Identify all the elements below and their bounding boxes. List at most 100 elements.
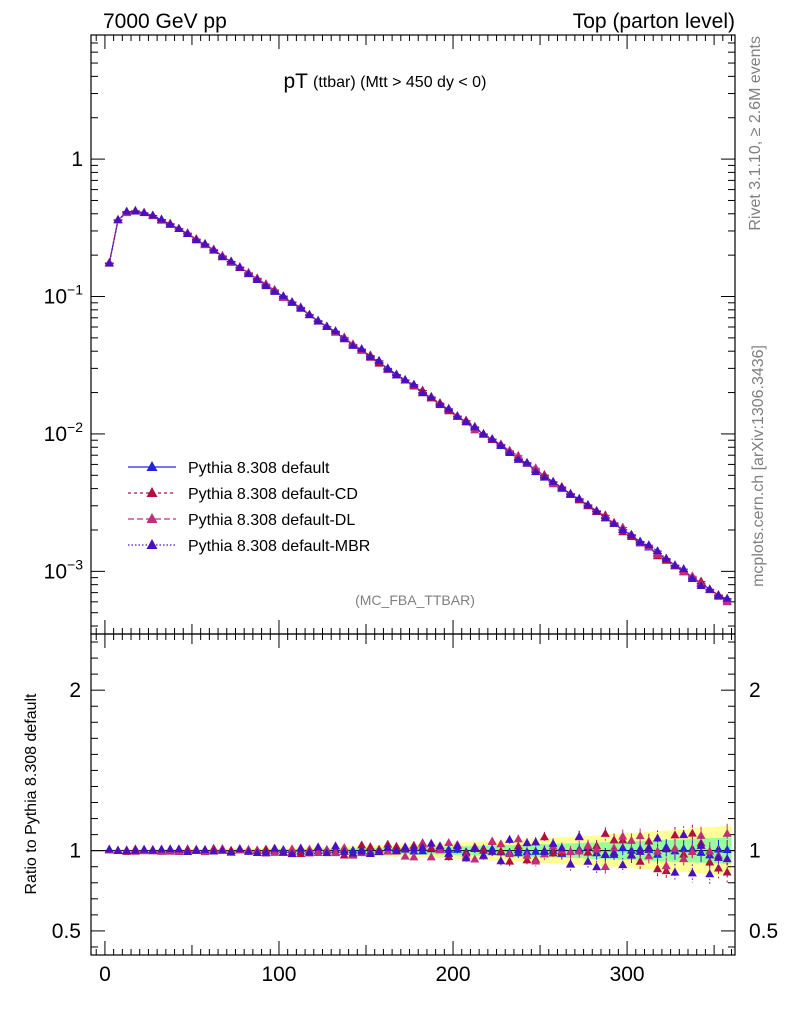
ratio-data-point — [357, 846, 367, 855]
main-data-point — [426, 392, 436, 401]
main-series-group — [104, 205, 732, 606]
ratio-data-point — [600, 861, 610, 870]
ratio-data-point — [217, 845, 227, 854]
main-data-point — [670, 560, 680, 569]
ratio-data-point — [505, 849, 515, 858]
ratio-data-point — [670, 867, 680, 876]
ratio-data-point — [566, 847, 576, 856]
main-data-point — [444, 403, 454, 412]
ratio-y-tick-label-right: 0.5 — [749, 920, 778, 943]
ratio-data-point — [496, 846, 506, 855]
ratio-y-tick-label-right: 1 — [749, 840, 761, 863]
ratio-data-point — [296, 843, 306, 852]
ratio-data-point — [165, 844, 175, 853]
ratio-data-point — [539, 832, 549, 841]
ratio-data-point — [522, 838, 532, 847]
ratio-data-point — [331, 848, 341, 857]
ratio-data-point — [435, 845, 445, 854]
ratio-data-point — [365, 849, 375, 858]
legend-label: Pythia 8.308 default-CD — [188, 486, 358, 503]
main-data-point — [200, 238, 210, 247]
main-data-point — [478, 428, 488, 437]
ratio-data-point — [391, 845, 401, 854]
legend-label: Pythia 8.308 default — [188, 460, 330, 477]
ratio-data-point — [496, 839, 506, 848]
plot-title-main: pT — [283, 70, 308, 93]
header-right: Top (parton level) — [573, 10, 735, 33]
main-data-point — [487, 434, 497, 443]
ratio-data-point — [687, 868, 697, 877]
ratio-data-point — [557, 843, 567, 852]
main-data-point — [609, 518, 619, 527]
ratio-data-point — [548, 848, 558, 857]
ratio-data-point — [383, 842, 393, 851]
ratio-data-point — [531, 846, 541, 855]
ratio-data-point — [304, 847, 314, 856]
ratio-data-point — [487, 846, 497, 855]
main-data-point — [539, 472, 549, 481]
main-data-point — [270, 286, 280, 295]
ratio-data-point — [661, 844, 671, 853]
main-data-point — [217, 252, 227, 261]
main-data-point — [505, 448, 515, 457]
ratio-y-tick-label: 2 — [69, 679, 81, 702]
ratio-data-point — [513, 845, 523, 854]
main-data-point — [183, 229, 193, 238]
ratio-data-point — [426, 838, 436, 847]
main-data-point — [722, 593, 732, 602]
main-data-point — [618, 525, 628, 534]
legend-label: Pythia 8.308 default-MBR — [188, 538, 370, 555]
plot-title-sub: (ttbar) (Mtt > 450 dy < 0) — [313, 74, 486, 91]
ratio-data-point — [183, 846, 193, 855]
ratio-data-point — [513, 834, 523, 843]
ratio-data-point — [452, 841, 462, 850]
ratio-data-point — [531, 837, 541, 846]
ratio-data-point — [391, 841, 401, 850]
ratio-data-point — [722, 828, 732, 837]
main-data-point — [374, 355, 384, 364]
ratio-data-point — [670, 830, 680, 839]
legend-marker — [146, 487, 158, 497]
ratio-data-point — [339, 846, 349, 855]
main-data-point — [365, 351, 375, 360]
legend: Pythia 8.308 default Pythia 8.308 default… — [128, 460, 370, 555]
main-data-point — [383, 364, 393, 373]
ratio-data-point — [687, 828, 697, 837]
ratio-data-point — [478, 845, 488, 854]
ratio-data-point — [226, 847, 236, 856]
ratio-data-point — [531, 856, 541, 865]
main-data-point — [653, 546, 663, 555]
ratio-data-point — [670, 843, 680, 852]
ratio-data-point — [209, 846, 219, 855]
ratio-data-point — [505, 834, 515, 843]
ratio-data-point — [539, 846, 549, 855]
main-y-tick-label: 10−1 — [44, 282, 84, 309]
ratio-data-point — [609, 843, 619, 852]
ratio-data-point — [487, 836, 497, 845]
main-data-point — [331, 326, 341, 335]
legend-marker — [146, 539, 158, 549]
main-plot-panel: 1 10−1 10−2 10−3 pT (ttbar) (Mtt > 450 dy <… — [44, 34, 736, 635]
main-data-point — [557, 483, 567, 492]
ratio-data-point — [705, 857, 715, 866]
main-data-point — [653, 550, 663, 559]
main-data-point — [296, 303, 306, 312]
ratio-data-point — [574, 846, 584, 855]
ratio-data-point — [600, 828, 610, 837]
main-data-point — [635, 537, 645, 546]
main-data-point — [104, 258, 114, 267]
ratio-data-point — [478, 850, 488, 859]
ratio-y-tick-label: 0.5 — [52, 920, 81, 943]
ratio-x-tick-label: 100 — [261, 963, 296, 986]
ratio-data-point — [626, 850, 636, 859]
ratio-data-point — [244, 846, 254, 855]
ratio-data-point — [618, 860, 628, 869]
ratio-x-tick-label: 300 — [610, 963, 645, 986]
ratio-data-point — [235, 844, 245, 853]
ratio-data-point — [357, 840, 367, 849]
main-data-point — [452, 411, 462, 420]
mcplots-label: mcplots.cern.ch [arXiv:1306.3436] — [750, 345, 767, 587]
main-data-point — [679, 564, 689, 573]
ratio-data-point — [113, 845, 123, 854]
ratio-data-point — [461, 853, 471, 862]
